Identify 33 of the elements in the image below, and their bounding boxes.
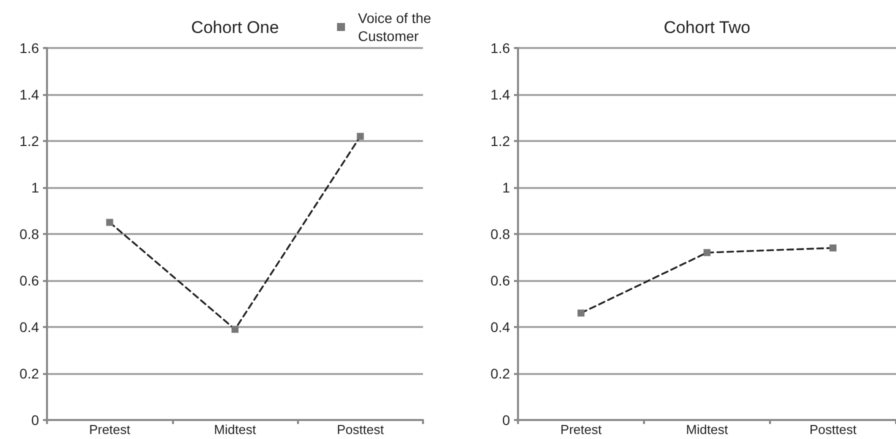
point: [830, 244, 836, 252]
chart-title: Cohort Two: [664, 18, 750, 37]
y-tick-label: 0.8: [20, 226, 40, 242]
x-tick-label: Posttest: [336, 422, 384, 437]
y-tick-label: 1.4: [20, 86, 40, 102]
y-tick-label: 0: [502, 412, 510, 428]
legend-label: Voice of the Customer: [358, 10, 436, 44]
point: [578, 310, 584, 317]
y-tick-label: 1: [31, 180, 40, 196]
y-tick-label: 0.8: [490, 226, 510, 242]
y-tick-label: 0.4: [490, 319, 510, 335]
y-tick-label: 1: [502, 180, 510, 196]
y-tick-label: 0.6: [490, 272, 510, 288]
y-tick-label: 1.2: [20, 133, 40, 149]
point: [356, 132, 364, 140]
x-tick-label: Pretest: [89, 422, 131, 437]
point: [232, 326, 238, 333]
point: [704, 249, 710, 256]
y-tick-label: 0.4: [20, 319, 40, 335]
x-tick-label: Posttest: [810, 422, 857, 437]
point: [106, 218, 114, 226]
y-tick-label: 1.6: [20, 40, 40, 56]
y-tick-label: 1.2: [490, 133, 510, 149]
y-tick-label: 0: [31, 412, 40, 428]
y-tick-label: 0.2: [490, 366, 510, 382]
y-tick-label: 0.2: [20, 366, 40, 382]
chart-title: Cohort One: [191, 18, 279, 37]
y-tick-label: 0.6: [20, 272, 40, 288]
y-tick-label: 1.4: [490, 86, 510, 102]
x-tick-label: Midtest: [686, 422, 728, 437]
x-tick-label: Midtest: [214, 422, 256, 437]
x-tick-label: Pretest: [560, 422, 602, 437]
y-tick-label: 1.6: [490, 40, 510, 56]
